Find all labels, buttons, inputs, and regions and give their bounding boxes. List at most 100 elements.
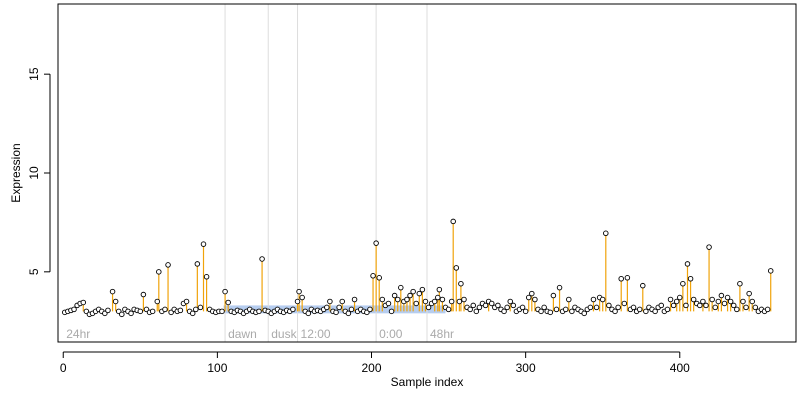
- data-point: [203, 274, 210, 280]
- data-point: [734, 306, 740, 313]
- corner-label: 24hr: [66, 327, 90, 341]
- data-point: [348, 306, 355, 313]
- data-point: [112, 298, 119, 305]
- data-point: [667, 296, 674, 303]
- data-point: [476, 304, 483, 311]
- data-point: [743, 304, 749, 311]
- data-point: [587, 304, 594, 311]
- data-point: [467, 306, 473, 313]
- data-point: [749, 298, 755, 305]
- data-point: [109, 288, 116, 295]
- data-point: [727, 298, 734, 305]
- data-point: [730, 302, 737, 309]
- x-tick-label: 200: [361, 361, 381, 375]
- data-point: [673, 298, 680, 305]
- data-point: [461, 296, 467, 303]
- data-point: [256, 308, 262, 315]
- data-point: [156, 269, 162, 275]
- y-tick-label: 10: [27, 166, 41, 180]
- data-point: [410, 288, 416, 295]
- data-point: [327, 298, 333, 305]
- data-point: [367, 306, 373, 313]
- points-layer: [62, 218, 774, 318]
- data-point: [482, 302, 489, 309]
- data-point: [458, 280, 464, 287]
- data-point: [700, 298, 706, 305]
- stems-layer: [82, 221, 772, 312]
- plot-frame: [57, 3, 797, 343]
- data-point: [379, 296, 386, 303]
- data-point: [599, 296, 606, 303]
- data-point: [290, 306, 296, 313]
- data-point: [562, 306, 569, 313]
- y-axis-title: Expression: [9, 143, 23, 202]
- data-point: [495, 302, 501, 309]
- data-point: [581, 310, 587, 317]
- data-point: [394, 296, 401, 303]
- data-point: [351, 296, 358, 303]
- data-point: [105, 307, 111, 314]
- data-point: [259, 256, 265, 262]
- data-point: [525, 294, 532, 301]
- data-point: [670, 302, 677, 309]
- data-point: [715, 298, 722, 305]
- data-point: [448, 298, 455, 305]
- data-point: [189, 310, 196, 317]
- data-point: [541, 304, 547, 311]
- data-point: [222, 288, 228, 295]
- data-point: [706, 244, 712, 250]
- data-point: [724, 294, 731, 301]
- data-point: [690, 296, 697, 303]
- data-point: [419, 286, 426, 293]
- data-point: [456, 298, 463, 305]
- data-point: [764, 306, 771, 313]
- data-point: [718, 292, 725, 299]
- data-point: [630, 304, 637, 311]
- data-point: [183, 298, 190, 305]
- data-point: [140, 291, 147, 298]
- data-point: [294, 298, 301, 305]
- data-point: [488, 300, 495, 307]
- data-point: [439, 296, 446, 303]
- data-point: [519, 304, 526, 311]
- data-point: [154, 298, 161, 305]
- data-point: [165, 262, 171, 268]
- data-point: [680, 280, 686, 287]
- data-point: [376, 275, 382, 281]
- data-point: [119, 311, 125, 318]
- data-point: [370, 273, 376, 279]
- data-point: [740, 298, 746, 305]
- data-point: [296, 288, 302, 295]
- data-point: [683, 302, 689, 309]
- data-point: [746, 290, 752, 297]
- data-point: [422, 298, 429, 305]
- data-point: [737, 280, 743, 287]
- data-point: [538, 308, 544, 315]
- data-point: [640, 282, 646, 289]
- data-point: [529, 290, 535, 297]
- data-point: [687, 275, 694, 282]
- data-point: [624, 275, 631, 281]
- data-point: [522, 308, 529, 315]
- data-point: [501, 308, 507, 315]
- data-point: [677, 294, 683, 301]
- x-tick-label: 300: [516, 361, 536, 375]
- data-point: [388, 308, 395, 315]
- data-point: [643, 308, 649, 315]
- data-point: [407, 292, 413, 299]
- data-point: [149, 308, 156, 315]
- x-tick-label: 0: [60, 361, 67, 375]
- data-point: [566, 296, 572, 303]
- x-axis-title: Sample index: [391, 375, 464, 389]
- data-point: [606, 302, 612, 309]
- data-point: [345, 310, 352, 317]
- data-point: [556, 284, 563, 291]
- data-point: [225, 299, 231, 306]
- phase-marker-label: 0:00: [379, 327, 403, 341]
- data-point: [504, 304, 510, 311]
- data-point: [71, 306, 77, 313]
- x-tick-label: 100: [207, 361, 227, 375]
- data-point: [709, 296, 715, 303]
- data-point: [507, 298, 513, 305]
- y-tick-label: 5: [27, 268, 41, 275]
